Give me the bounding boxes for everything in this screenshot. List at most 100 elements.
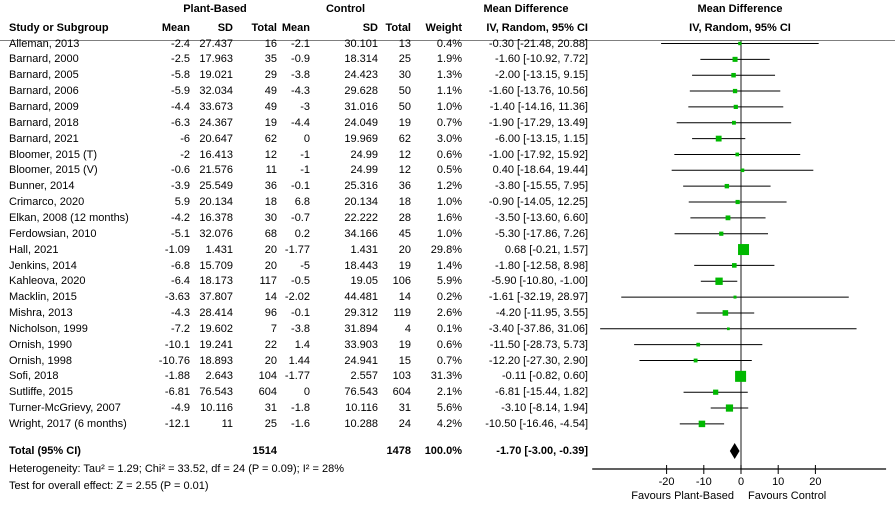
axis-tick-label: -20 [659, 476, 675, 488]
plant-mean: -2.4 [171, 37, 190, 50]
plant-sd: 37.807 [199, 291, 233, 304]
control-sd: 19.05 [350, 275, 378, 288]
weight-value: 2.1% [436, 386, 462, 399]
ci-text: 0.68 [-0.21, 1.57] [504, 243, 588, 256]
control-mean: -0.7 [291, 211, 310, 224]
ci-text: -0.11 [-0.82, 0.60] [501, 370, 588, 383]
plant-total: 25 [264, 418, 277, 430]
plant-mean: -10.76 [158, 354, 190, 367]
plant-mean: -5.8 [171, 69, 190, 82]
col-header-ci-text: IV, Random, 95% CI [486, 22, 588, 34]
study-marker [715, 277, 723, 285]
total-label: Total (95% CI) [9, 445, 81, 457]
control-mean: -2.1 [291, 37, 310, 50]
plant-sd: 1.431 [205, 243, 233, 256]
control-mean: -0.5 [291, 275, 310, 288]
ci-text: -6.81 [-15.44, 1.82] [495, 386, 588, 399]
ci-text: -1.40 [-14.16, 11.36] [489, 101, 588, 113]
study-name: Barnard, 2000 [9, 53, 79, 66]
control-total: 19 [398, 259, 411, 272]
control-sd: 29.628 [344, 85, 378, 98]
study-name: Bunner, 2014 [9, 180, 75, 193]
control-total: 30 [398, 69, 411, 82]
control-sd: 20.134 [344, 196, 378, 209]
weight-value: 1.3% [436, 69, 462, 82]
study-marker [735, 199, 740, 205]
table-row: Mishra, 2013 -4.3 28.414 96 -0.1 29.312 119 2.6… [0, 305, 895, 321]
plant-sd: 24.367 [199, 116, 233, 129]
ci-text: -0.30 [-21.48, 20.88] [488, 37, 588, 50]
study-marker [735, 152, 740, 157]
plant-sd: 15.709 [199, 259, 233, 272]
table-row: Barnard, 2005 -5.8 19.021 29 -3.8 24.423 30 1.3… [0, 67, 895, 83]
ci-text: -1.61 [-32.19, 28.97] [488, 291, 588, 304]
control-mean: -0.9 [291, 53, 310, 66]
control-total: 20 [398, 243, 411, 256]
weight-value: 1.0% [436, 196, 462, 209]
plant-mean: -4.2 [171, 211, 190, 224]
plant-sd: 21.576 [199, 164, 233, 177]
study-name: Crimarco, 2020 [9, 196, 85, 209]
table-row: Ferdowsian, 2010 -5.1 32.076 68 0.2 34.166 45 1… [0, 226, 895, 242]
ci-text: -5.30 [-17.86, 7.26] [495, 227, 588, 240]
plant-total: 22 [264, 338, 277, 351]
plant-total: 16 [264, 37, 277, 50]
control-mean: -1.6 [291, 418, 310, 430]
plant-mean: -5.9 [171, 85, 190, 98]
study-name: Elkan, 2008 (12 months) [9, 211, 129, 224]
axis-tick-label: 10 [772, 476, 784, 488]
axis-tick-label: 0 [738, 476, 744, 488]
ci-text: -6.00 [-13.15, 1.15] [495, 132, 588, 145]
control-total: 106 [392, 275, 411, 288]
study-name: Ornish, 1990 [9, 338, 72, 351]
control-sd: 31.894 [344, 322, 378, 335]
plant-mean: -7.2 [171, 322, 190, 335]
plant-total: 11 [265, 164, 277, 177]
plant-sd: 2.643 [205, 370, 233, 383]
study-name: Sutliffe, 2015 [9, 386, 74, 399]
control-mean: -1.77 [284, 370, 310, 383]
axis-tick-label: -10 [696, 476, 712, 488]
weight-value: 31.3% [430, 370, 462, 383]
plant-mean: -3.63 [164, 291, 190, 304]
study-name: Barnard, 2005 [9, 69, 79, 82]
control-total: 45 [398, 227, 411, 240]
plant-total: 12 [264, 148, 277, 161]
plant-total: 29 [264, 69, 277, 82]
study-name: Barnard, 2009 [9, 101, 79, 113]
study-marker [727, 327, 730, 331]
control-sd: 10.288 [344, 418, 378, 430]
plant-total: 117 [259, 275, 277, 288]
total-row: Total (95% CI) 1514 1478 100.0% -1.70 [-… [0, 443, 895, 459]
study-marker [725, 404, 734, 412]
study-marker [719, 231, 724, 236]
ci-text: -3.10 [-8.14, 1.94] [501, 402, 588, 415]
favours-right-label: Favours Control [748, 490, 826, 502]
study-marker [738, 41, 742, 46]
plant-total: 19 [264, 116, 277, 129]
study-marker [696, 342, 701, 347]
control-sd: 2.557 [350, 370, 378, 383]
table-row: Bloomer, 2015 (V) -0.6 21.576 11 -1 24.99 12 0.… [0, 162, 895, 178]
axis-tick-label: 20 [809, 476, 821, 488]
plant-total: 49 [264, 101, 277, 113]
plant-total: 62 [264, 132, 277, 145]
ci-text: -5.90 [-10.80, -1.00] [491, 275, 588, 288]
plant-total: 68 [264, 227, 277, 240]
col-header-weight: Weight [425, 22, 462, 34]
total-n1: 1514 [252, 445, 277, 457]
study-marker [733, 295, 737, 299]
table-row: Elkan, 2008 (12 months) -4.2 16.378 30 -0.7 2… [0, 210, 895, 226]
ci-text: 0.40 [-18.64, 19.44] [492, 164, 588, 177]
study-name: Wright, 2017 (6 months) [9, 418, 127, 430]
ci-text: -10.50 [-16.46, -4.54] [485, 418, 588, 430]
ci-text: -2.00 [-13.15, 9.15] [495, 69, 588, 82]
control-total: 19 [398, 338, 411, 351]
total-weight: 100.0% [424, 445, 462, 457]
col-header-sd1: SD [217, 22, 233, 34]
weight-value: 5.6% [436, 402, 462, 415]
control-total: 103 [392, 370, 411, 383]
study-name: Barnard, 2021 [9, 132, 79, 145]
plant-mean: -12.1 [164, 418, 190, 430]
col-header-sd2: SD [362, 22, 378, 34]
